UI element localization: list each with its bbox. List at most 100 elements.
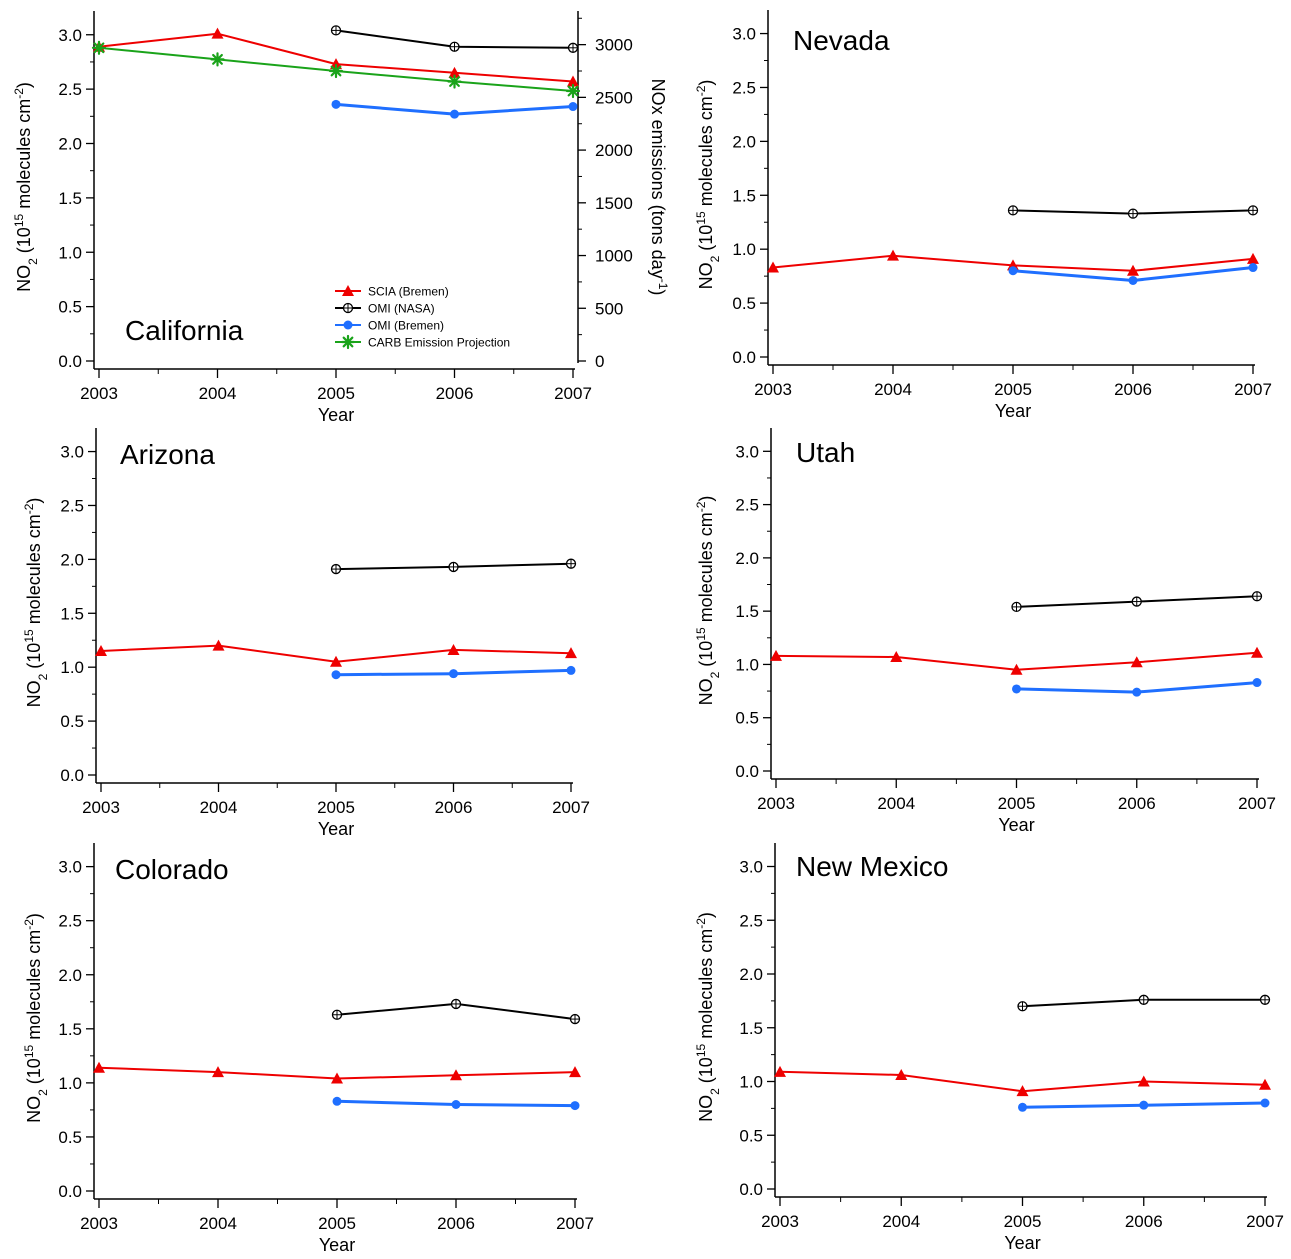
- label-part: 2: [708, 671, 722, 678]
- data-point: [330, 58, 342, 70]
- data-point: [565, 647, 577, 659]
- label-part: molecules cm: [14, 99, 34, 214]
- label-part: ): [696, 80, 716, 86]
- label-part: -2: [22, 503, 36, 514]
- data-point: [449, 41, 460, 52]
- data-point: [890, 650, 903, 662]
- y-tick-label: 2.5: [58, 912, 82, 931]
- data-point: [91, 40, 107, 55]
- label-part: 2: [36, 1089, 50, 1096]
- y-tick-label: 2.5: [60, 496, 84, 515]
- data-point: [1248, 263, 1258, 273]
- label-part: ): [24, 913, 44, 919]
- series-omi-bremen: [1018, 1098, 1270, 1112]
- x-tick-label: 2004: [200, 798, 238, 817]
- y-axis-title: NO2 (1015 molecules cm-2): [694, 912, 722, 1122]
- data-point: [1259, 994, 1271, 1005]
- legend-label: OMI (NASA): [368, 302, 435, 316]
- label-part: (10: [696, 225, 716, 256]
- label-part: ): [648, 289, 668, 295]
- label-part: -2: [22, 919, 36, 930]
- y2-tick-label: 1500: [595, 194, 633, 213]
- x-tick-label: 2007: [554, 384, 592, 403]
- x-tick-label: 2003: [754, 380, 792, 399]
- legend-entry: SCIA (Bremen): [335, 285, 449, 299]
- data-point: [448, 66, 461, 78]
- y-tick-label: 0.0: [739, 1180, 763, 1199]
- y-tick-label: 1.0: [739, 1073, 763, 1092]
- y-tick-label: 2.0: [732, 132, 756, 151]
- label-part: NO: [696, 1095, 716, 1122]
- data-point: [565, 83, 581, 99]
- y-tick-label: 1.5: [739, 1019, 763, 1038]
- y-tick-label: 0.0: [58, 1182, 82, 1201]
- x-tick-label: 2004: [874, 380, 912, 399]
- data-point: [567, 42, 579, 53]
- series-scia: [767, 249, 1259, 276]
- data-point: [93, 1061, 105, 1073]
- y-tick-label: 2.5: [58, 80, 82, 99]
- data-point: [1247, 205, 1259, 216]
- data-point: [332, 1096, 342, 1106]
- data-point: [767, 261, 779, 273]
- data-point: [212, 1066, 224, 1078]
- x-tick-label: 2003: [761, 1212, 799, 1231]
- y-tick-label: 3.0: [58, 26, 82, 45]
- y-tick-label: 2.0: [739, 965, 763, 984]
- label-part: molecules cm: [24, 930, 44, 1045]
- label-part: 15: [22, 629, 36, 643]
- x-axis-title: Year: [995, 401, 1031, 421]
- data-point: [331, 1072, 343, 1084]
- x-tick-label: 2006: [1125, 1212, 1163, 1231]
- y-tick-label: 1.0: [732, 240, 756, 259]
- label-part: (10: [696, 641, 716, 672]
- data-point: [1012, 684, 1021, 694]
- data-point: [330, 655, 342, 667]
- x-tick-label: 2007: [556, 1214, 594, 1233]
- x-tick-label: 2004: [199, 384, 237, 403]
- data-point: [451, 1100, 461, 1109]
- data-point: [1247, 252, 1259, 264]
- series-scia: [770, 646, 1263, 675]
- y-axis-title: NO2 (1015 molecules cm-2): [22, 498, 50, 708]
- y2-tick-label: 3000: [595, 36, 633, 55]
- x-tick-label: 2003: [757, 794, 795, 813]
- label-part: NO: [696, 262, 716, 289]
- label-part: 15: [694, 1043, 708, 1057]
- label-part: 15: [694, 627, 708, 641]
- y-tick-label: 1.5: [735, 602, 759, 621]
- panel-title: Colorado: [115, 854, 229, 885]
- panel-title: Utah: [796, 437, 855, 468]
- x-tick-label: 2006: [1118, 794, 1156, 813]
- series-omi-nasa: [1011, 591, 1263, 613]
- marker-arm: [342, 336, 354, 348]
- marker-arm: [330, 65, 342, 77]
- y-axis-title: NO2 (1015 molecules cm-2): [694, 496, 722, 706]
- y-tick-label: 0.5: [732, 294, 756, 313]
- label-part: NO: [24, 680, 44, 707]
- label-part: 15: [694, 211, 708, 225]
- y-tick-label: 0.0: [732, 348, 756, 367]
- x-tick-label: 2003: [80, 1214, 118, 1233]
- data-point: [1251, 646, 1263, 658]
- x-tick-label: 2003: [82, 798, 120, 817]
- y-tick-label: 2.5: [739, 911, 763, 930]
- legend-entry: CARB Emission Projection: [335, 334, 510, 350]
- label-part: NO: [696, 678, 716, 705]
- data-point: [330, 25, 342, 36]
- x-tick-label: 2006: [437, 1214, 475, 1233]
- data-point: [569, 1013, 581, 1025]
- x-tick-label: 2005: [1004, 1212, 1042, 1231]
- series-omi-nasa: [1007, 205, 1259, 219]
- data-point: [1259, 1078, 1271, 1090]
- label-part: ): [696, 496, 716, 502]
- data-point: [1010, 663, 1023, 675]
- data-point: [330, 563, 342, 575]
- x-axis-title: Year: [318, 819, 354, 839]
- y-tick-label: 1.5: [60, 604, 84, 623]
- series-scia: [774, 1065, 1271, 1097]
- label-part: 2: [36, 673, 50, 680]
- x-tick-label: 2007: [552, 798, 590, 817]
- y-tick-label: 3.0: [58, 858, 82, 877]
- y-tick-label: 0.5: [58, 298, 82, 317]
